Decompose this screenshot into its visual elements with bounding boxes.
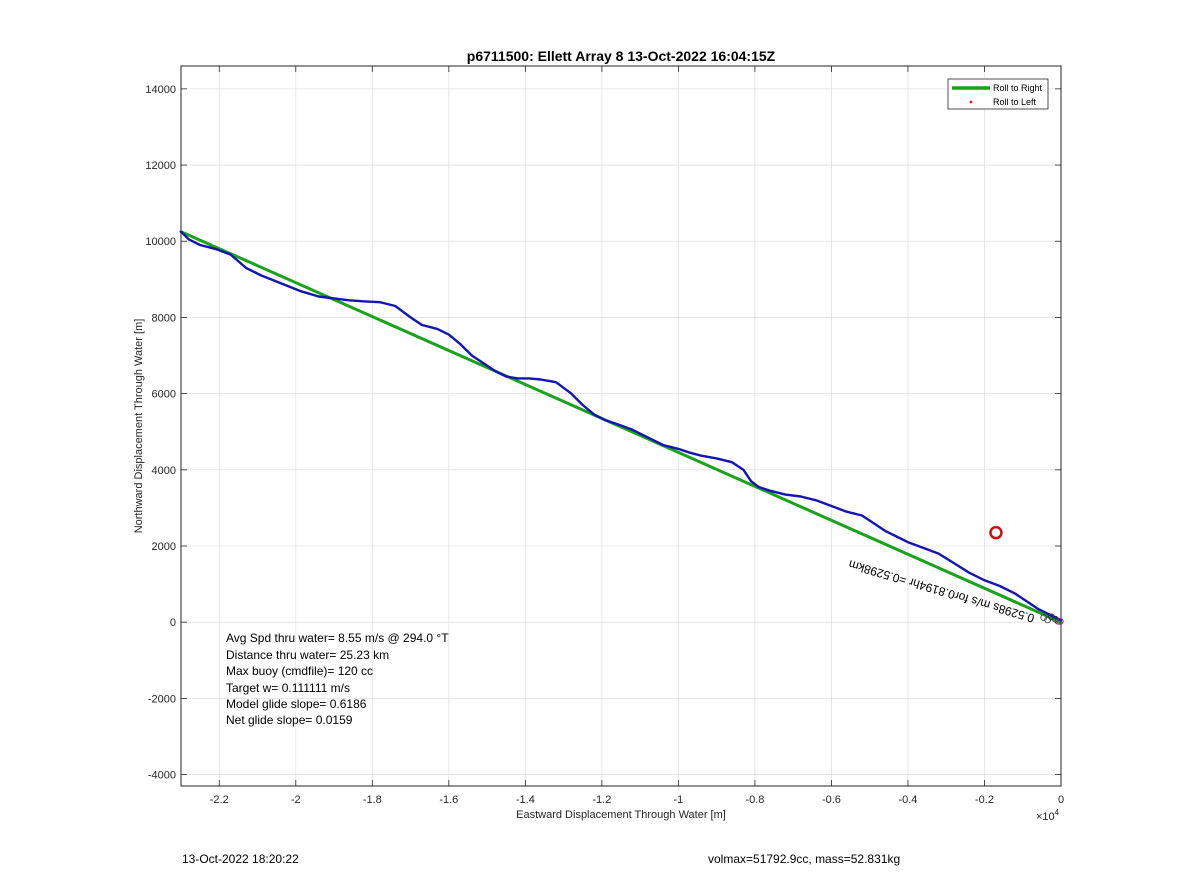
x-tick-label: 0 [1058,794,1064,806]
y-tick-label: 10000 [145,236,176,248]
x-tick-label: -2 [291,794,301,806]
info-target-w: Target w= 0.111111 m/s [226,681,350,695]
y-tick-label: 12000 [145,160,176,172]
origin-marker [1056,617,1064,625]
x-tick-label: -2.2 [210,794,229,806]
red-circle-marker [989,525,1003,540]
y-tick-label: 0 [170,617,176,629]
y-tick-label: 4000 [152,465,176,477]
x-axis-exponent: ×104 [1036,808,1060,823]
legend-box [947,78,1049,110]
x-tick-label: -0.6 [822,794,841,806]
series-layer [179,230,1064,625]
info-distance: Distance thru water= 25.23 km [226,648,389,662]
series-line-track [179,230,1063,622]
x-tick-label: -1 [674,794,684,806]
x-tick-label: -1.2 [592,794,611,806]
x-tick-label: -1.4 [516,794,535,806]
y-tick-label: -2000 [148,693,176,705]
legend-label-roll-right: Roll to Right [993,83,1043,93]
x-tick-label: -1.8 [363,794,382,806]
end-marker [1048,613,1055,621]
y-tick-label: -4000 [148,770,176,782]
info-block: Avg Spd thru water= 8.55 m/s @ 294.0 °T … [226,631,449,727]
legend-label-roll-left: Roll to Left [993,97,1037,107]
x-tick-label: -1.6 [439,794,458,806]
end-marker [1040,614,1048,622]
x-tick-label: -0.4 [898,794,917,806]
x-tick-label: -0.8 [745,794,764,806]
y-tick-label: 2000 [152,541,176,553]
end-marker-cluster [1040,613,1064,625]
series-line-roll-to-right [179,230,1063,624]
info-avg-speed: Avg Spd thru water= 8.55 m/s @ 294.0 °T [226,631,449,645]
footer-timestamp: 13-Oct-2022 18:20:22 [182,852,299,866]
plot-area [180,65,1062,787]
rotated-annotation: 0.5298s m/s for0.8194hr =0.5298km [847,557,1036,625]
chart-title: p6711500: Ellett Array 8 13-Oct-2022 16:… [467,48,776,64]
y-axis-label: Northward Displacement Through Water [m] [133,319,145,534]
x-tick-label: -0.2 [975,794,994,806]
y-tick-label: 8000 [152,312,176,324]
footer-volmax-mass: volmax=51792.9cc, mass=52.831kg [708,852,901,866]
y-tick-label: 14000 [145,84,176,96]
y-tick-label: 6000 [152,389,176,401]
info-model-glide-slope: Model glide slope= 0.6186 [226,697,367,711]
info-net-glide-slope: Net glide slope= 0.0159 [226,713,353,727]
legend: Roll to Right Roll to Left [947,78,1049,110]
tick-layer: -2.2 -2 -1.8 -1.6 -1.4 -1.2 -1 -0.8 -0.6 -0.4 -0.2… [145,66,1064,806]
info-max-buoy: Max buoy (cmdfile)= 120 cc [226,664,373,678]
x-axis-label: Eastward Displacement Through Water [m] [516,809,726,821]
legend-swatch-roll-left [969,100,973,104]
